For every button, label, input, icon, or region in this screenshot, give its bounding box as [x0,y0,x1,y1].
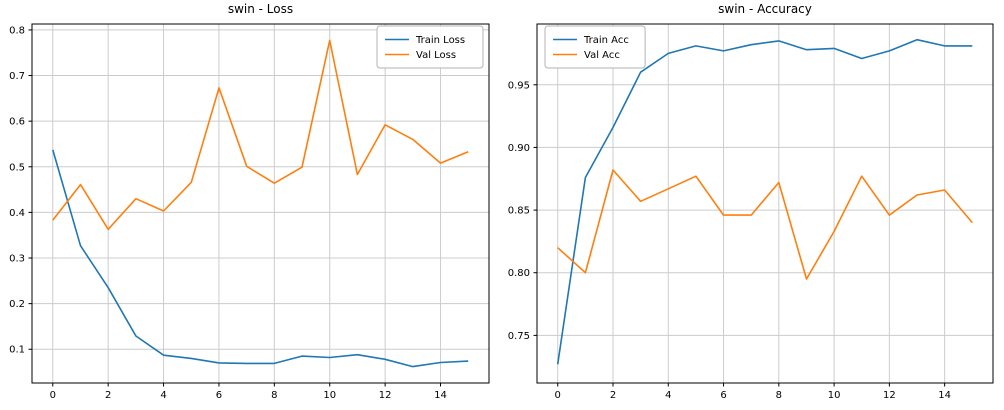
legend-label: Train Acc [583,35,629,46]
x-tick-label: 2 [610,390,616,401]
series-line-train-loss [52,149,469,368]
series-line-train-acc [556,38,973,365]
legend-box [376,25,484,69]
x-tick-label: 14 [938,390,951,401]
loss-chart-title: swin - Loss [227,2,294,16]
x-tick-label: 6 [216,390,222,401]
x-tick-label: 6 [720,390,726,401]
y-tick-label: 0.2 [9,299,25,310]
series-line-val-loss [52,39,469,231]
x-tick-label: 4 [160,390,166,401]
y-tick-label: 0.5 [9,162,25,173]
y-tick-label: 0.4 [9,208,25,219]
x-tick-label: 10 [323,390,336,401]
x-tick-label: 0 [50,390,56,401]
series-line-val-acc [557,169,973,280]
x-tick-label: 12 [379,390,392,401]
x-tick-label: 4 [665,390,671,401]
legend: Train Loss Val Loss [376,25,484,69]
y-tick-label: 0.85 [508,206,530,217]
y-tick-label: 0.7 [9,71,25,82]
axes-frame [536,23,994,384]
legend-label: Val Acc [584,50,620,61]
y-tick-label: 0.95 [508,80,530,91]
legend-label: Train Loss [415,35,465,46]
y-tick-label: 0.80 [508,268,530,279]
x-tick-label: 8 [271,390,277,401]
legend-label: Val Loss [416,50,456,61]
y-tick-label: 0.3 [9,254,25,265]
x-tick-label: 0 [555,390,561,401]
x-tick-label: 10 [828,390,841,401]
legend: Train Acc Val Acc [544,25,646,69]
x-tick-label: 2 [105,390,111,401]
axes-frame [31,23,490,384]
x-tick-label: 14 [434,390,447,401]
x-tick-label: 12 [883,390,896,401]
y-tick-label: 0.8 [9,25,25,36]
accuracy-chart: 0 2 4 6 8 10 12 14 0.75 0.80 0.85 0.90 0.95 Train Acc… [502,0,1004,410]
accuracy-chart-title: swin - Accuracy [718,2,812,16]
y-tick-label: 0.75 [508,331,530,342]
y-tick-label: 0.1 [9,345,25,356]
x-tick-label: 8 [776,390,782,401]
loss-chart: 0 2 4 6 8 10 12 14 0.1 0.2 0.3 0.4 0.5 0.6 0.7 0.8 Train… [9,23,490,401]
y-tick-label: 0.90 [508,143,530,154]
legend-box [544,25,646,69]
y-tick-label: 0.6 [9,117,25,128]
